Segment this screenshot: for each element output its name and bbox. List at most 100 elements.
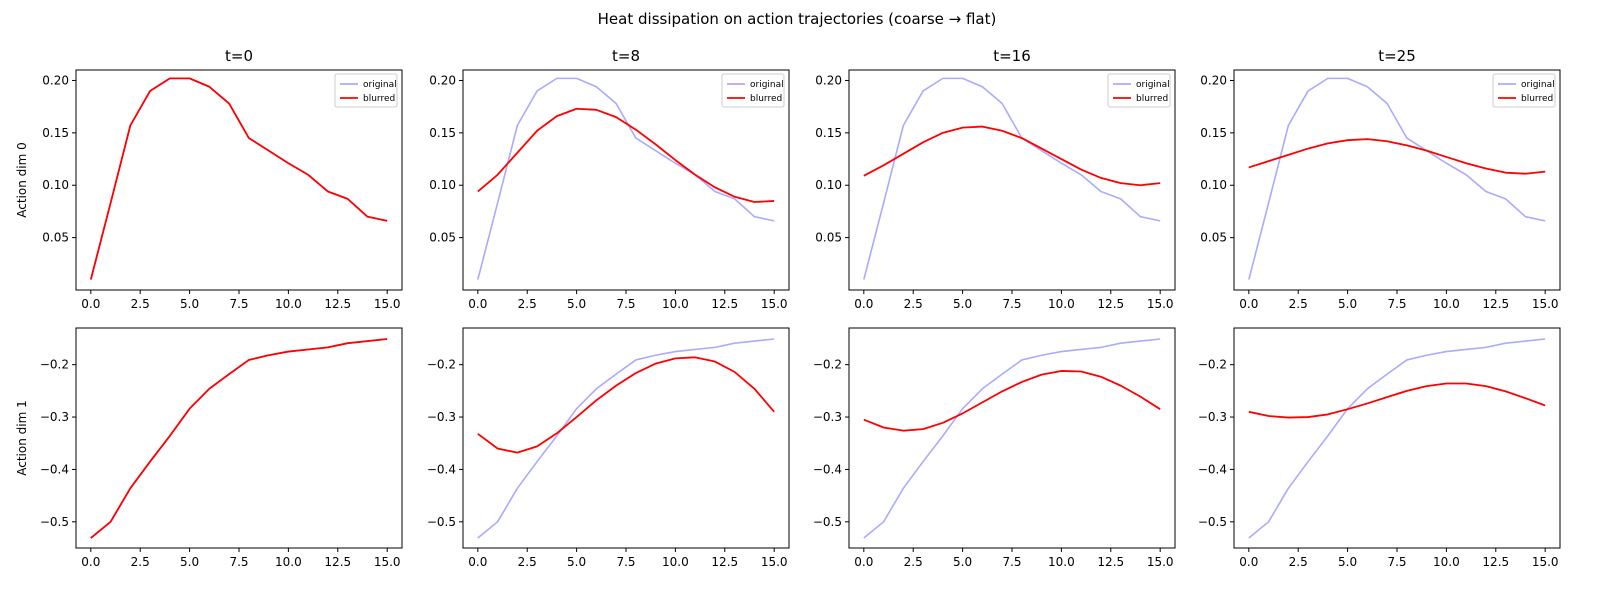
- x-tick-label: 10.0: [1433, 297, 1460, 311]
- y-tick-label: 0.15: [1200, 126, 1227, 140]
- subplot-5: 0.0 2.5 5.0 7.5 10.0 12.5 15.0 −0.5 −0.4 −0.3 −0.2: [427, 327, 790, 569]
- subplot-2: t=16 0.0 2.5 5.0 7.5 10.0 12.5 15.0 0.05 0.10 0.15…: [815, 47, 1176, 311]
- x-tick-label: 2.5: [904, 297, 923, 311]
- y-tick-label: −0.5: [813, 515, 842, 529]
- x-tick-label: 10.0: [662, 555, 689, 569]
- legend-label-blurred: blurred: [750, 94, 782, 104]
- x-tick-label: 10.0: [1048, 297, 1075, 311]
- y-tick-label: −0.3: [40, 410, 69, 424]
- y-tick-label: 0.05: [42, 231, 69, 245]
- panel-title: t=0: [225, 47, 253, 65]
- x-tick-label: 15.0: [374, 297, 401, 311]
- x-tick-label: 15.0: [1532, 555, 1559, 569]
- y-tick-label: −0.3: [427, 410, 456, 424]
- x-tick-label: 12.5: [324, 297, 351, 311]
- series-line-original: [477, 338, 775, 539]
- x-tick-label: 15.0: [374, 555, 401, 569]
- panel-title: t=8: [612, 47, 640, 65]
- axes-frame: [1233, 327, 1561, 549]
- y-tick-label: 0.20: [42, 73, 69, 87]
- x-tick-label: 10.0: [275, 555, 302, 569]
- subplots-grid: t=0 Action dim 0 0.0 2.5 5.0 7.5 10.0 12.5 15.0 0…: [15, 47, 1561, 569]
- y-tick-label: 0.10: [815, 178, 842, 192]
- x-tick-label: 7.5: [1387, 555, 1406, 569]
- subplot-6: 0.0 2.5 5.0 7.5 10.0 12.5 15.0 −0.5 −0.4 −0.3 −0.2: [813, 327, 1176, 569]
- y-tick-label: 0.20: [1200, 73, 1227, 87]
- x-tick-label: 7.5: [1387, 297, 1406, 311]
- x-tick-label: 15.0: [1147, 555, 1174, 569]
- y-tick-label: −0.2: [1198, 358, 1227, 372]
- subplot-0: t=0 Action dim 0 0.0 2.5 5.0 7.5 10.0 12.5 15.0 0…: [15, 47, 403, 311]
- y-tick-label: 0.10: [42, 178, 69, 192]
- x-tick-label: 12.5: [711, 297, 738, 311]
- x-tick-label: 10.0: [1433, 555, 1460, 569]
- x-tick-label: 0.0: [81, 297, 100, 311]
- x-tick-label: 5.0: [1338, 297, 1357, 311]
- legend: original blurred: [1107, 73, 1171, 108]
- y-tick-label: −0.4: [427, 462, 456, 476]
- y-tick-label: −0.2: [40, 358, 69, 372]
- x-tick-label: 0.0: [1239, 297, 1258, 311]
- axes-frame: [75, 69, 403, 291]
- y-tick-label: −0.2: [813, 358, 842, 372]
- series-line-blurred: [477, 107, 775, 203]
- subplot-7: 0.0 2.5 5.0 7.5 10.0 12.5 15.0 −0.5 −0.4 −0.3 −0.2: [1198, 327, 1561, 569]
- series-line-blurred: [89, 77, 388, 280]
- x-tick-label: 15.0: [761, 297, 788, 311]
- x-tick-label: 12.5: [1482, 555, 1509, 569]
- y-tick-label: 0.05: [815, 231, 842, 245]
- series-line-blurred: [1248, 138, 1546, 175]
- axes-frame: [462, 69, 790, 291]
- legend: original blurred: [334, 73, 398, 108]
- y-axis-label: Action dim 0: [15, 142, 29, 218]
- legend-label-original: original: [363, 80, 397, 90]
- x-tick-label: 10.0: [275, 297, 302, 311]
- axes-frame: [75, 327, 403, 549]
- x-tick-label: 12.5: [1097, 555, 1124, 569]
- panel-title: t=25: [1378, 47, 1416, 65]
- series-line-blurred: [90, 338, 388, 539]
- axes-frame: [462, 327, 790, 549]
- subplot-4: Action dim 1 0.0 2.5 5.0 7.5 10.0 12.5 15.0 −0.5…: [15, 327, 403, 569]
- y-tick-label: 0.10: [1200, 178, 1227, 192]
- x-tick-label: 15.0: [1147, 297, 1174, 311]
- x-tick-label: 0.0: [468, 297, 487, 311]
- x-tick-label: 7.5: [616, 297, 635, 311]
- series-line-blurred: [477, 356, 775, 454]
- y-tick-label: −0.5: [1198, 515, 1227, 529]
- axes-frame: [848, 327, 1176, 549]
- y-tick-label: 0.05: [429, 231, 456, 245]
- y-tick-label: 0.15: [815, 126, 842, 140]
- x-tick-label: 7.5: [229, 297, 248, 311]
- x-tick-label: 15.0: [761, 555, 788, 569]
- x-tick-label: 0.0: [81, 555, 100, 569]
- y-tick-label: −0.4: [1198, 462, 1227, 476]
- x-tick-label: 7.5: [616, 555, 635, 569]
- x-tick-label: 7.5: [1002, 555, 1021, 569]
- x-tick-label: 12.5: [324, 555, 351, 569]
- x-tick-label: 5.0: [1338, 555, 1357, 569]
- x-tick-label: 0.0: [1239, 555, 1258, 569]
- series-line-original: [90, 77, 388, 280]
- x-tick-label: 7.5: [229, 555, 248, 569]
- series-line-original: [863, 77, 1161, 280]
- series-line-original: [1248, 338, 1546, 539]
- x-tick-label: 5.0: [953, 297, 972, 311]
- y-tick-label: 0.20: [815, 73, 842, 87]
- subplot-1: t=8 0.0 2.5 5.0 7.5 10.0 12.5 15.0 0.05 0.10 0.15 0…: [429, 47, 790, 311]
- x-tick-label: 12.5: [1097, 297, 1124, 311]
- y-tick-label: 0.20: [429, 73, 456, 87]
- y-tick-label: −0.4: [813, 462, 842, 476]
- y-tick-label: −0.2: [427, 358, 456, 372]
- x-tick-label: 2.5: [131, 555, 150, 569]
- x-tick-label: 7.5: [1002, 297, 1021, 311]
- x-tick-label: 5.0: [953, 555, 972, 569]
- x-tick-label: 12.5: [1482, 297, 1509, 311]
- series-line-blurred: [863, 370, 1161, 432]
- y-tick-label: −0.5: [40, 515, 69, 529]
- series-line-blurred: [1248, 382, 1546, 419]
- legend: original blurred: [721, 73, 785, 108]
- y-tick-label: −0.4: [40, 462, 69, 476]
- x-tick-label: 2.5: [904, 555, 923, 569]
